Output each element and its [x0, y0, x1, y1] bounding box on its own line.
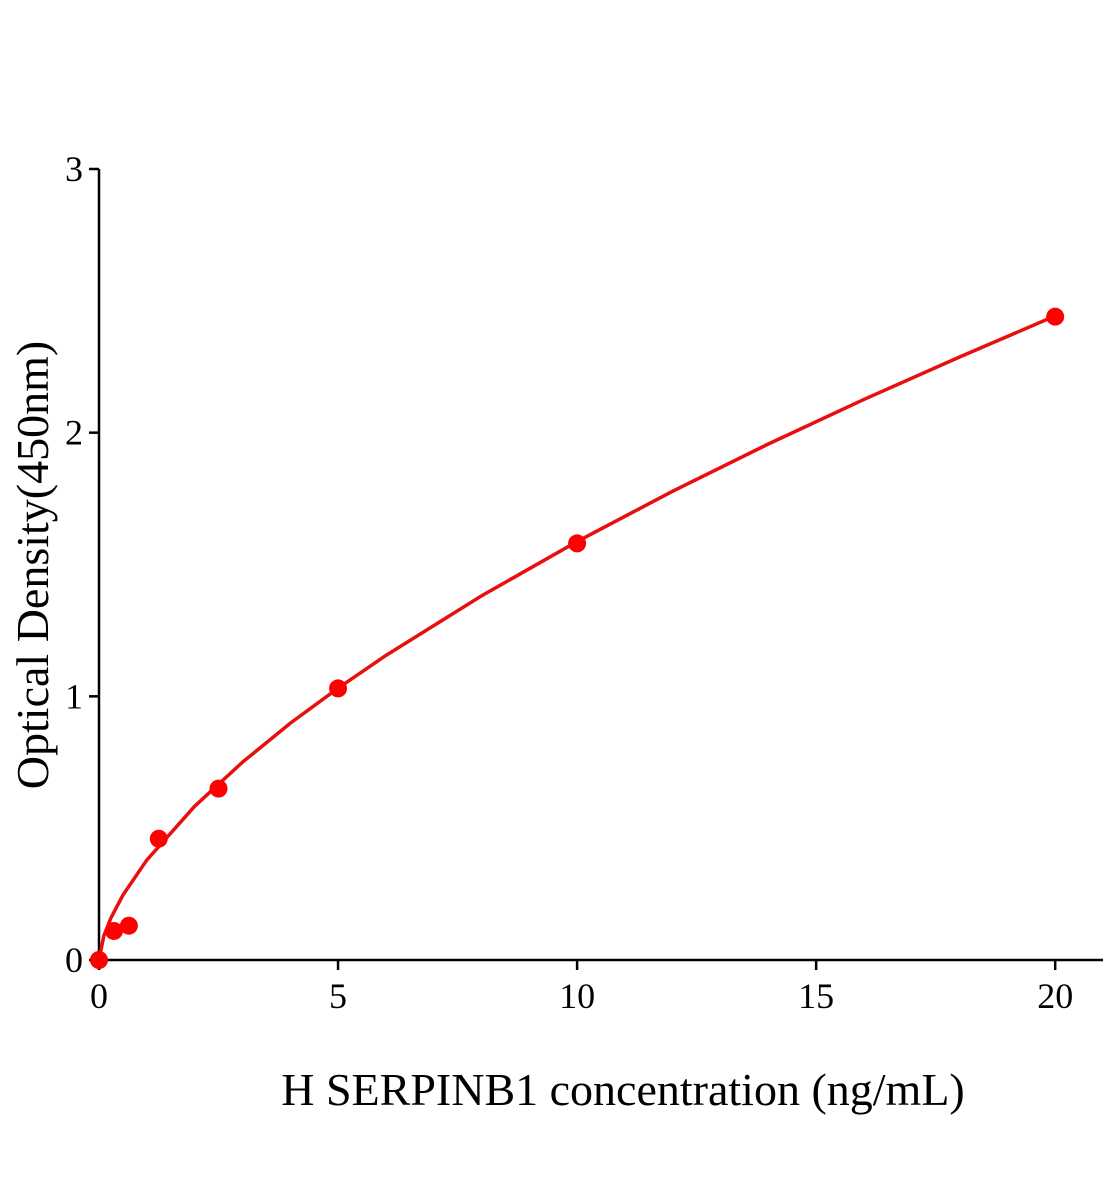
x-tick-label: 10	[559, 976, 595, 1016]
y-tick-label: 2	[65, 413, 83, 453]
x-tick-label: 5	[329, 976, 347, 1016]
data-point	[149, 829, 168, 848]
data-point	[104, 921, 123, 940]
y-tick-label: 1	[65, 676, 83, 716]
x-axis-label: H SERPINB1 concentration (ng/mL)	[281, 1064, 965, 1115]
data-point	[568, 534, 587, 553]
data-point	[209, 779, 228, 798]
data-point	[1046, 307, 1065, 326]
x-tick-label: 0	[90, 976, 108, 1016]
fit-curve	[97, 314, 1056, 961]
x-tick-label: 20	[1037, 976, 1073, 1016]
data-point	[90, 951, 108, 969]
y-axis-label: Optical Density(450nm)	[7, 341, 58, 789]
data-point	[119, 916, 138, 935]
y-tick-label: 3	[65, 149, 83, 189]
x-tick-label: 15	[798, 976, 834, 1016]
y-tick-label: 0	[65, 940, 83, 980]
data-point	[329, 679, 348, 698]
